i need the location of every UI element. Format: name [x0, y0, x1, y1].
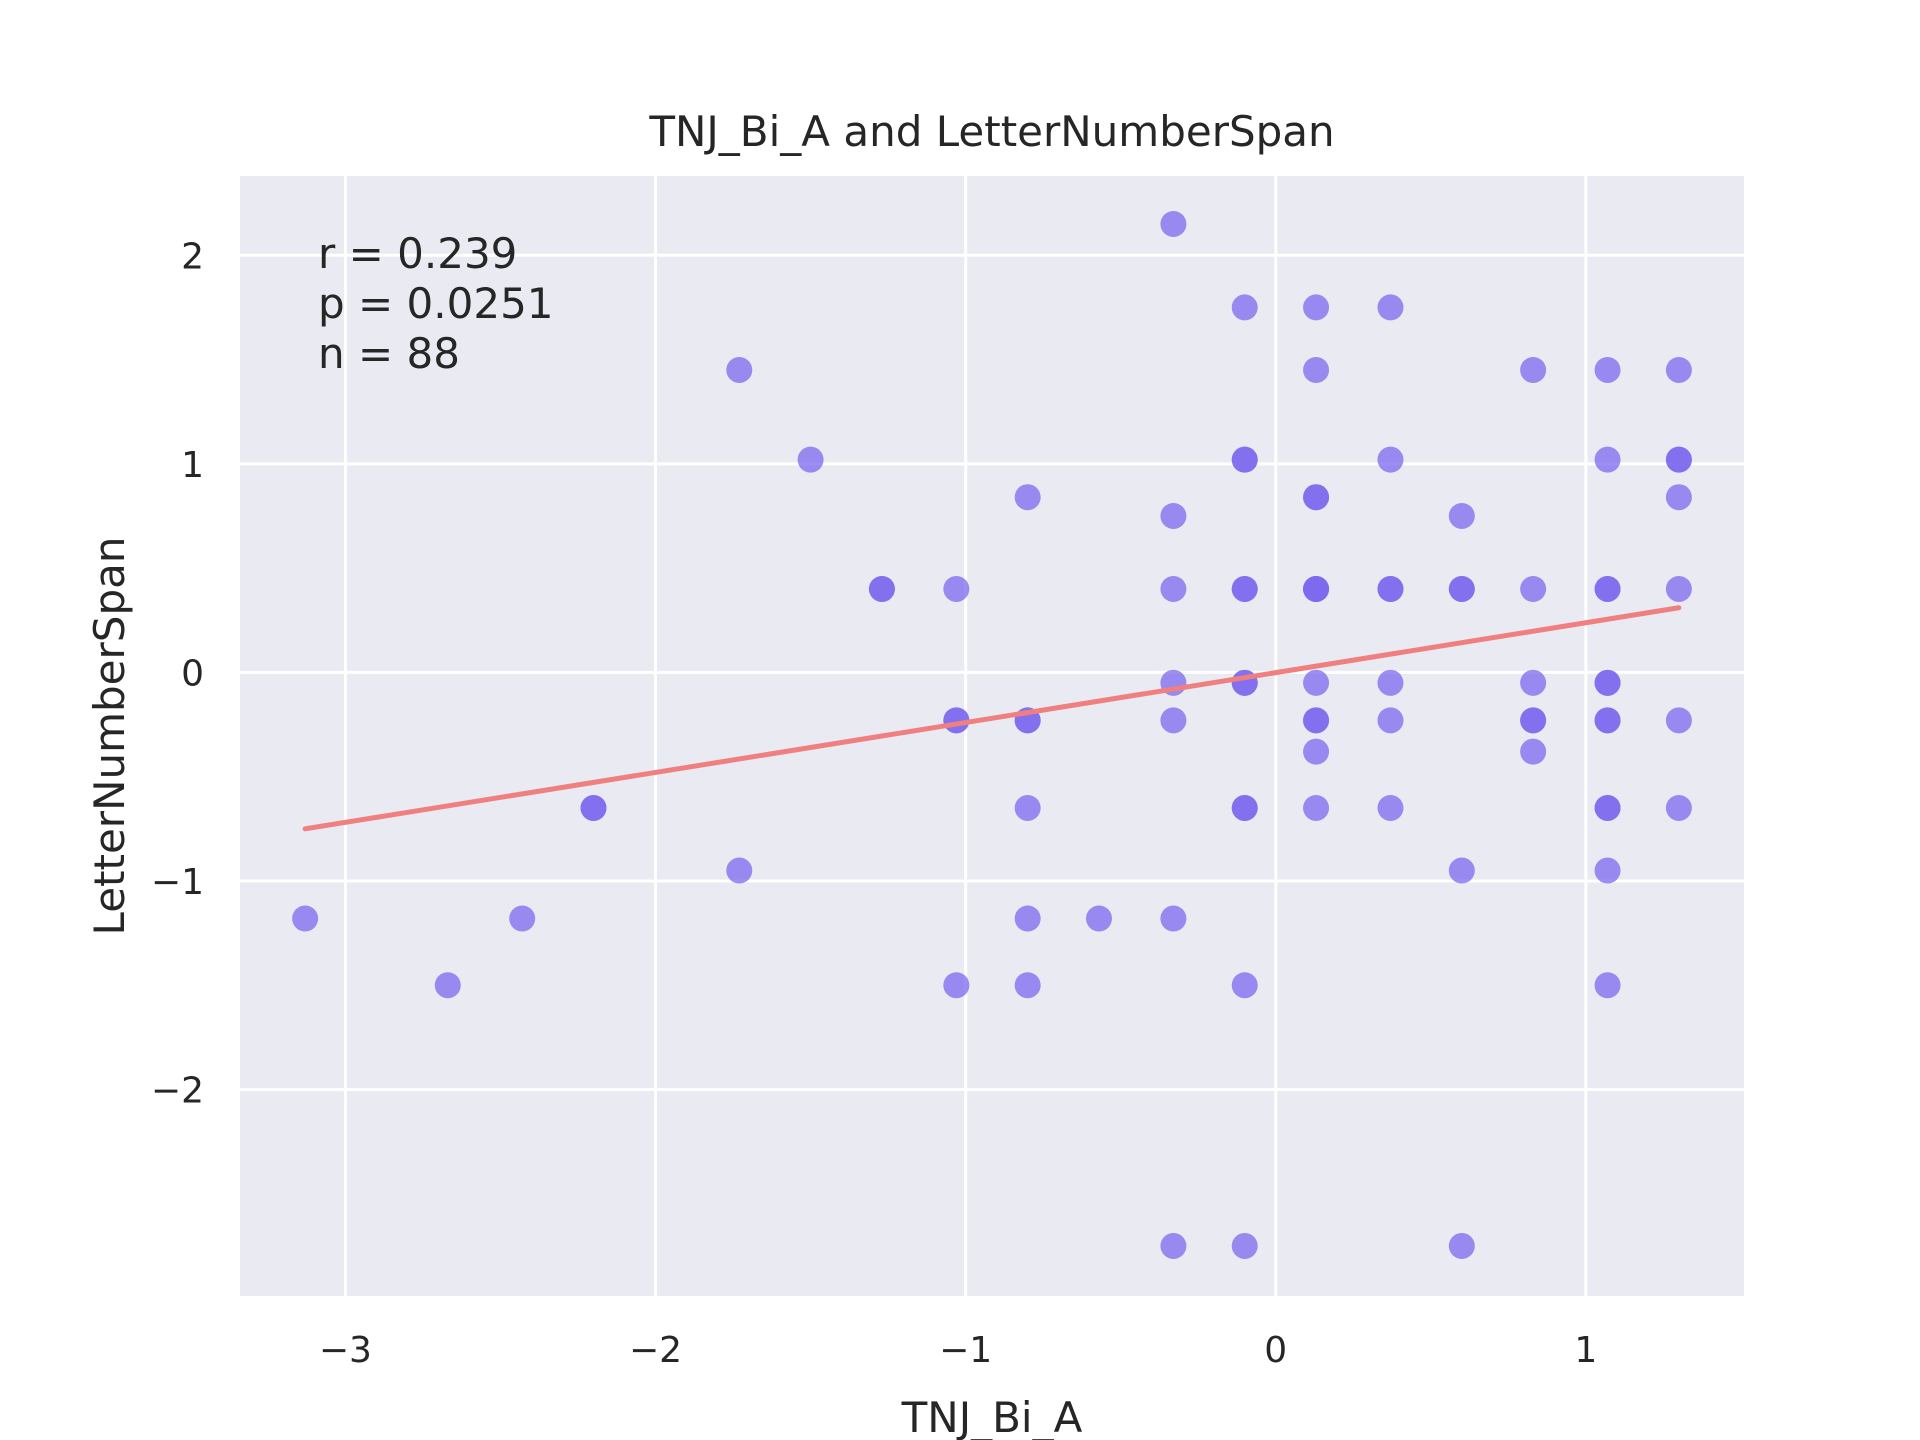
y-axis-label: LetterNumberSpan: [85, 537, 134, 936]
data-point: [1160, 210, 1187, 237]
data-point: [1594, 972, 1621, 999]
data-point: [434, 972, 461, 999]
data-point: [943, 972, 970, 999]
x-axis-ticks: −3 −2 −1 0 1: [319, 1330, 1597, 1371]
data-point: [1665, 446, 1692, 473]
data-point: [1231, 294, 1258, 321]
data-point: [1231, 575, 1258, 602]
data-point: [1594, 669, 1621, 696]
data-point: [1520, 669, 1547, 696]
data-point: [1160, 1232, 1187, 1259]
y-tick-label: 1: [181, 445, 204, 486]
y-tick-label: −1: [151, 862, 204, 903]
data-point: [1231, 972, 1258, 999]
data-point: [1160, 502, 1187, 529]
data-point: [1594, 356, 1621, 383]
data-point: [1594, 575, 1621, 602]
data-point: [868, 575, 895, 602]
grid: [240, 176, 1744, 1296]
data-point: [1520, 575, 1547, 602]
data-point: [509, 905, 536, 932]
data-point: [1303, 484, 1330, 511]
data-point: [1377, 446, 1404, 473]
y-tick-label: 0: [181, 653, 204, 694]
data-point: [1303, 356, 1330, 383]
y-axis-ticks: −2 −1 0 1 2: [151, 236, 204, 1111]
stat-n: n = 88: [318, 329, 460, 378]
x-tick-label: −3: [319, 1330, 372, 1371]
data-point: [1160, 575, 1187, 602]
data-point: [1377, 707, 1404, 734]
data-point: [292, 905, 319, 932]
data-point: [1377, 794, 1404, 821]
data-point: [1231, 1232, 1258, 1259]
regression-line: [302, 605, 1682, 832]
data-point: [1665, 356, 1692, 383]
x-axis-label: TNJ_Bi_A: [901, 1393, 1083, 1440]
data-point: [726, 857, 753, 884]
stat-r: r = 0.239: [318, 229, 517, 278]
data-point: [1303, 294, 1330, 321]
data-point: [1665, 707, 1692, 734]
x-tick-label: 1: [1574, 1330, 1597, 1371]
data-point: [1520, 738, 1547, 765]
data-point: [1231, 446, 1258, 473]
data-point: [1594, 707, 1621, 734]
data-point: [1303, 738, 1330, 765]
data-point: [1448, 502, 1475, 529]
x-tick-label: −2: [629, 1330, 682, 1371]
data-point: [1520, 707, 1547, 734]
y-tick-label: 2: [181, 236, 204, 277]
data-point: [1377, 575, 1404, 602]
data-point: [1594, 446, 1621, 473]
data-point: [726, 356, 753, 383]
data-point: [797, 446, 824, 473]
plot-area: [240, 176, 1744, 1296]
data-point: [1665, 484, 1692, 511]
data-point: [1448, 1232, 1475, 1259]
data-point: [1160, 707, 1187, 734]
x-tick-label: −1: [939, 1330, 992, 1371]
data-point: [1377, 669, 1404, 696]
data-point: [1303, 707, 1330, 734]
chart-title: TNJ_Bi_A and LetterNumberSpan: [648, 107, 1334, 156]
data-point: [1303, 794, 1330, 821]
data-point: [1594, 794, 1621, 821]
data-point: [1594, 857, 1621, 884]
data-point: [1665, 794, 1692, 821]
data-point: [1160, 905, 1187, 932]
data-point: [1448, 575, 1475, 602]
data-point: [1303, 575, 1330, 602]
data-point: [1231, 794, 1258, 821]
data-point: [1665, 575, 1692, 602]
data-point: [1014, 794, 1041, 821]
data-point: [1377, 294, 1404, 321]
data-point: [1520, 356, 1547, 383]
data-point: [1014, 905, 1041, 932]
data-point: [1014, 972, 1041, 999]
data-point: [1085, 905, 1112, 932]
data-point: [580, 794, 607, 821]
data-point: [1303, 669, 1330, 696]
stat-p: p = 0.0251: [318, 279, 554, 328]
data-point: [1014, 484, 1041, 511]
x-tick-label: 0: [1264, 1330, 1287, 1371]
data-point: [943, 575, 970, 602]
data-point: [1448, 857, 1475, 884]
y-tick-label: −2: [151, 1071, 204, 1112]
